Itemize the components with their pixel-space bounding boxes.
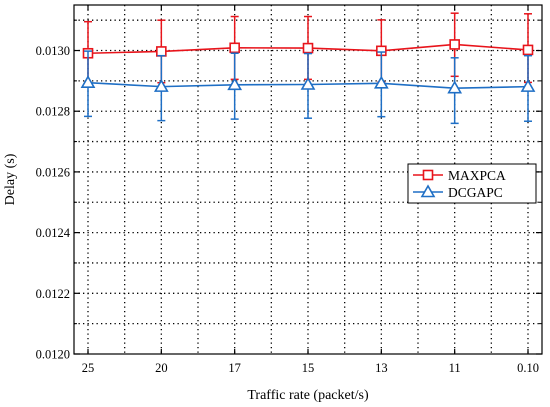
x-tick-label: 20	[155, 361, 168, 375]
y-tick-label: 0.0122	[36, 287, 70, 301]
x-tick-label: 15	[302, 361, 315, 375]
x-tick-label: 0.10	[517, 361, 539, 375]
square-marker	[422, 169, 434, 181]
x-axis-title: Traffic rate (packet/s)	[247, 388, 369, 403]
series-dcgapc	[80, 50, 536, 125]
triangle-marker	[80, 75, 96, 88]
y-tick-label: 0.0130	[36, 44, 70, 58]
triangle-marker	[447, 80, 463, 94]
legend: MAXPCA DCGAPC	[407, 163, 537, 204]
square-marker	[449, 39, 460, 50]
legend-entry-dcgapc: DCGAPC	[413, 184, 503, 200]
y-tick-label: 0.0126	[36, 165, 70, 179]
legend-label: DCGAPC	[448, 185, 503, 200]
triangle-marker	[227, 77, 243, 91]
square-marker	[522, 44, 534, 56]
x-tick-label: 13	[375, 361, 388, 375]
triangle-marker	[520, 79, 536, 92]
x-tick-label: 11	[449, 361, 461, 375]
triangle-marker	[373, 75, 389, 89]
tick-layer: 0.0120 0.0122 0.0124 0.0126 0.0128 0.0130 25 20…	[36, 5, 542, 375]
triangle-marker	[153, 79, 169, 92]
x-tick-label: 17	[228, 361, 241, 375]
triangle-marker	[420, 184, 436, 198]
x-tick-label: 25	[82, 361, 95, 375]
square-marker	[156, 46, 167, 57]
legend-label: MAXPCA	[448, 168, 506, 183]
square-marker	[302, 42, 314, 54]
y-tick-label: 0.0128	[36, 105, 70, 119]
y-axis-title: Delay (s)	[3, 153, 18, 205]
series-layer	[80, 12, 536, 125]
y-tick-label: 0.0120	[36, 348, 70, 362]
triangle-marker	[300, 76, 316, 90]
y-tick-label: 0.0124	[36, 226, 71, 240]
square-marker	[229, 42, 240, 54]
legend-entry-maxpca: MAXPCA	[413, 168, 506, 183]
